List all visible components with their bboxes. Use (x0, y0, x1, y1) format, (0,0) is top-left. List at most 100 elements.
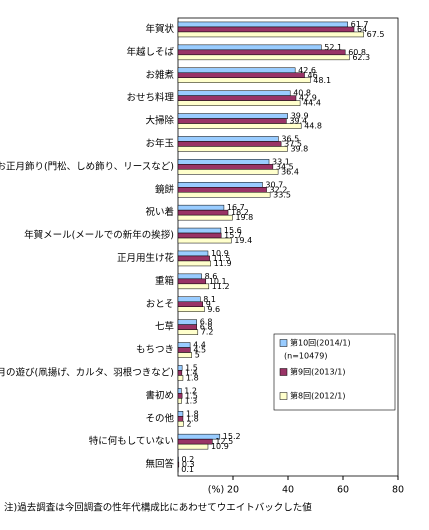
value-label: 1.8 (186, 373, 199, 382)
category-label: 鏡餅 (155, 183, 175, 195)
bar (178, 325, 197, 330)
bar (178, 141, 281, 146)
value-label: 62.3 (352, 53, 370, 62)
category-label: 特に何もしていない (89, 435, 174, 447)
bar (178, 279, 206, 284)
bar (178, 256, 210, 261)
bar (178, 114, 288, 119)
bar (178, 55, 349, 60)
value-label: 19.4 (234, 236, 252, 245)
category-label: 大掃除 (145, 115, 174, 127)
bar (178, 302, 203, 307)
legend-label: 第8回(2012/1) (290, 391, 345, 401)
category-label: 祝い着 (145, 206, 174, 218)
value-label: 36.4 (281, 167, 299, 176)
bar (178, 146, 287, 151)
bar (178, 205, 224, 210)
bar (178, 233, 221, 238)
bar (178, 238, 231, 243)
bar (178, 164, 273, 169)
bar (178, 457, 179, 462)
bar (178, 22, 348, 27)
bar (178, 365, 182, 370)
bar (178, 45, 321, 50)
bar (178, 284, 209, 289)
legend: 第10回(2014/1)第9回(2013/1)第8回(2012/1)(n=104… (274, 334, 395, 410)
bar (178, 27, 354, 32)
bar (178, 343, 190, 348)
bar (178, 393, 182, 398)
bar (178, 439, 212, 444)
value-label: 19.8 (235, 213, 253, 222)
value-label: 44.4 (303, 99, 321, 108)
category-label: 七草 (155, 321, 174, 333)
bar (178, 297, 200, 302)
category-label: 重箱 (155, 275, 174, 287)
x-tick-label: 60 (337, 485, 349, 496)
value-label: 11.9 (214, 259, 232, 268)
category-label: おせち料理 (126, 92, 174, 104)
bar (178, 375, 183, 380)
x-tick-label: 80 (392, 485, 404, 496)
category-label: お雑煮 (145, 69, 174, 81)
bar (178, 73, 305, 78)
bar (178, 136, 278, 141)
bar (178, 320, 197, 325)
bar (178, 261, 211, 266)
bar (178, 353, 192, 358)
category-label: 年賀状 (145, 23, 174, 35)
category-label: 書初め (145, 389, 174, 401)
value-label: 39.8 (290, 144, 308, 153)
bar (178, 421, 184, 426)
x-axis-label: (%) (208, 485, 224, 496)
bar (178, 215, 232, 220)
bar (178, 32, 364, 37)
bar (178, 416, 183, 421)
category-label: おとそ (146, 299, 174, 310)
category-label: 正月用生け花 (117, 252, 175, 264)
bar (178, 388, 181, 393)
bar (178, 434, 220, 439)
value-label: 1.3 (185, 396, 198, 405)
value-label: 7.2 (201, 328, 214, 337)
bar (178, 411, 183, 416)
value-label: 33.5 (273, 190, 291, 199)
value-label: 0.1 (181, 465, 194, 474)
bar (178, 274, 202, 279)
category-label: 年賀メール(メールでの新年の挨拶) (24, 229, 174, 241)
bar (178, 462, 179, 467)
value-label: 10.9 (211, 442, 229, 451)
bar (178, 370, 182, 375)
bar (178, 119, 286, 124)
category-label: 年越しそば (126, 46, 174, 58)
legend-label: 第9回(2013/1) (290, 367, 345, 377)
category-label: 無回答 (145, 458, 174, 470)
x-tick-label: 20 (227, 485, 239, 496)
category-label: お正月飾り(門松、しめ飾り、リースなど) (0, 160, 174, 172)
footnote: 注)過去調査は今回調査の性年代構成比にあわせてウエイトバックした値 (4, 502, 312, 514)
bar (178, 192, 270, 197)
bar (178, 101, 300, 106)
legend-swatch (280, 369, 287, 376)
bar (178, 68, 295, 73)
category-label: お年玉 (145, 137, 174, 149)
legend-swatch (280, 393, 287, 400)
value-label: 44.8 (304, 122, 322, 131)
bar (178, 91, 290, 96)
bar (178, 169, 278, 174)
bar (178, 50, 345, 55)
bar (178, 398, 182, 403)
bar (178, 307, 204, 312)
bar (178, 251, 208, 256)
legend-swatch (280, 340, 287, 347)
bar (178, 182, 262, 187)
bar (178, 228, 221, 233)
value-label: 5 (195, 351, 200, 360)
bar (178, 187, 267, 192)
x-tick-label: 40 (282, 485, 294, 496)
legend-label: 第10回(2014/1) (290, 338, 351, 348)
bar (178, 330, 198, 335)
category-label: 正月の遊び(凧揚げ、カルタ、羽根つきなど) (0, 366, 174, 378)
bar (178, 159, 269, 164)
